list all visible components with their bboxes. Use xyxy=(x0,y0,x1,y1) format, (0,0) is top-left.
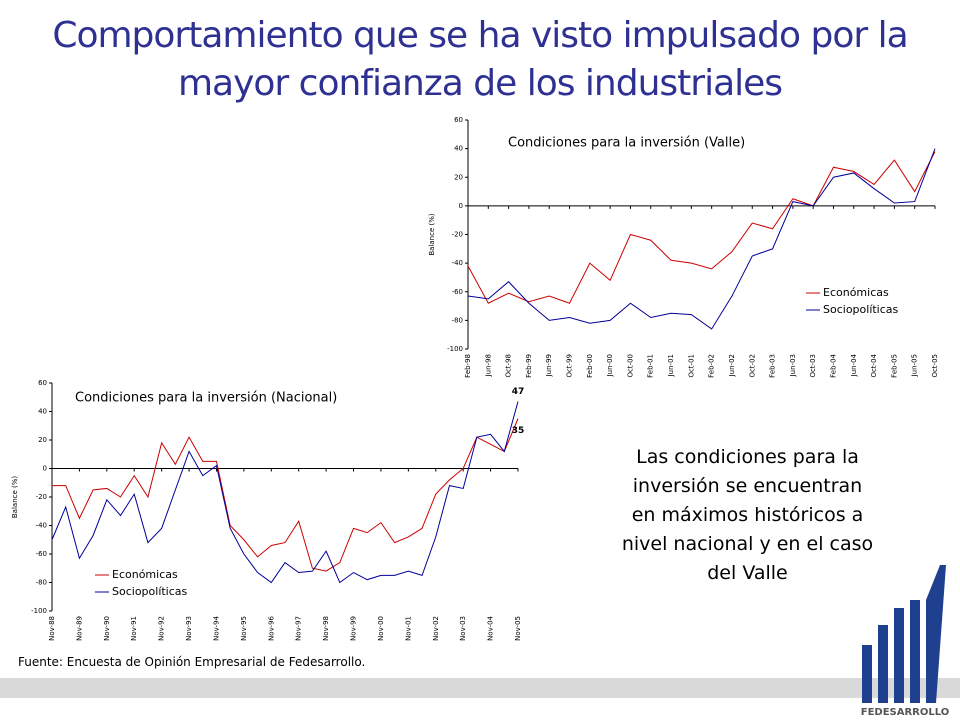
x-tick-label: Nov-05 xyxy=(514,616,522,641)
y-tick-label: 0 xyxy=(43,465,47,473)
x-tick-label: Jun-05 xyxy=(911,354,919,377)
y-tick-label: 40 xyxy=(454,145,463,153)
chart-title: Condiciones para la inversión (Valle) xyxy=(508,136,745,151)
slide-title: Comportamiento que se ha visto impulsado… xyxy=(52,15,908,104)
legend-label: Económicas xyxy=(823,286,889,299)
x-tick-label: Oct-05 xyxy=(931,354,939,378)
x-tick-label: Jun-00 xyxy=(606,354,614,377)
x-tick-label: Nov-89 xyxy=(75,616,83,641)
note: Las condiciones para la inversión se enc… xyxy=(621,446,874,584)
chart-title: Condiciones para la inversión (Nacional) xyxy=(75,391,337,406)
x-tick-label: Nov-98 xyxy=(322,616,330,641)
x-tick-label: Feb-03 xyxy=(769,354,777,378)
x-tick-label: Oct-99 xyxy=(566,354,574,378)
logo-text: FEDESARROLLO xyxy=(861,707,950,718)
series-line xyxy=(467,151,936,304)
x-tick-label: Nov-00 xyxy=(377,616,385,641)
y-tick-label: 60 xyxy=(454,116,463,124)
x-tick-label: Nov-88 xyxy=(48,616,56,641)
x-tick-label: Jun-99 xyxy=(545,354,553,377)
data-label: 35 xyxy=(512,426,525,436)
x-tick-label: Feb-98 xyxy=(464,354,472,378)
series-line xyxy=(467,148,936,330)
y-tick-label: -60 xyxy=(452,288,463,296)
x-tick-label: Nov-94 xyxy=(212,615,220,640)
y-axis-label: Balance (%) xyxy=(11,476,19,519)
legend-label: Sociopolíticas xyxy=(112,585,188,598)
y-tick-label: 60 xyxy=(38,379,47,387)
y-tick-label: -80 xyxy=(452,316,463,324)
x-tick-label: Jun-03 xyxy=(789,354,797,377)
y-axis-label: Balance (%) xyxy=(428,213,436,256)
y-tick-label: -60 xyxy=(36,550,47,558)
x-tick-label: Feb-99 xyxy=(525,354,533,378)
y-tick-label: 20 xyxy=(454,173,463,181)
y-tick-label: -40 xyxy=(452,259,463,267)
x-tick-label: Nov-02 xyxy=(432,616,440,641)
data-label: 47 xyxy=(512,387,525,397)
x-tick-label: Nov-90 xyxy=(103,616,111,641)
legend-label: Sociopolíticas xyxy=(823,303,899,316)
x-tick-label: Feb-05 xyxy=(890,354,898,378)
x-tick-label: Nov-96 xyxy=(267,615,275,640)
x-tick-label: Feb-00 xyxy=(586,354,594,378)
x-tick-label: Jun-02 xyxy=(728,354,736,377)
x-tick-label: Jun-04 xyxy=(850,353,858,377)
x-tick-label: Oct-04 xyxy=(870,353,878,377)
x-tick-label: Nov-99 xyxy=(350,616,358,641)
x-tick-label: Nov-92 xyxy=(158,616,166,641)
x-tick-label: Nov-91 xyxy=(130,616,138,641)
y-tick-label: -40 xyxy=(36,522,47,530)
x-tick-label: Oct-02 xyxy=(748,354,756,378)
x-tick-label: Nov-93 xyxy=(185,616,193,641)
legend-label: Económicas xyxy=(112,568,178,581)
y-tick-label: -100 xyxy=(31,607,47,615)
x-tick-label: Nov-03 xyxy=(459,616,467,641)
y-tick-label: -20 xyxy=(452,231,463,239)
x-tick-label: Oct-01 xyxy=(687,354,695,378)
y-tick-label: 0 xyxy=(459,202,463,210)
source: Fuente: Encuesta de Opinión Empresarial … xyxy=(18,655,366,669)
series-line xyxy=(51,401,519,584)
x-tick-label: Feb-01 xyxy=(647,354,655,378)
y-tick-label: 20 xyxy=(38,436,47,444)
y-tick-label: 40 xyxy=(38,408,47,416)
x-tick-label: Feb-04 xyxy=(829,353,837,377)
x-tick-label: Feb-02 xyxy=(708,354,716,378)
series-line xyxy=(52,418,519,572)
x-tick-label: Oct-00 xyxy=(626,354,634,378)
x-tick-label: Nov-97 xyxy=(295,616,303,641)
x-tick-label: Nov-01 xyxy=(404,616,412,641)
x-tick-label: Nov-04 xyxy=(487,615,495,640)
y-tick-label: -20 xyxy=(36,493,47,501)
x-tick-label: Oct-03 xyxy=(809,354,817,378)
x-tick-label: Jun-01 xyxy=(667,354,675,377)
y-tick-label: -100 xyxy=(447,345,463,353)
y-tick-label: -80 xyxy=(36,579,47,587)
bottom-band xyxy=(0,678,960,698)
logo-bars xyxy=(862,565,946,703)
x-tick-label: Oct-98 xyxy=(505,354,513,378)
x-tick-label: Nov-95 xyxy=(240,616,248,641)
x-tick-label: Jun-98 xyxy=(484,354,492,377)
